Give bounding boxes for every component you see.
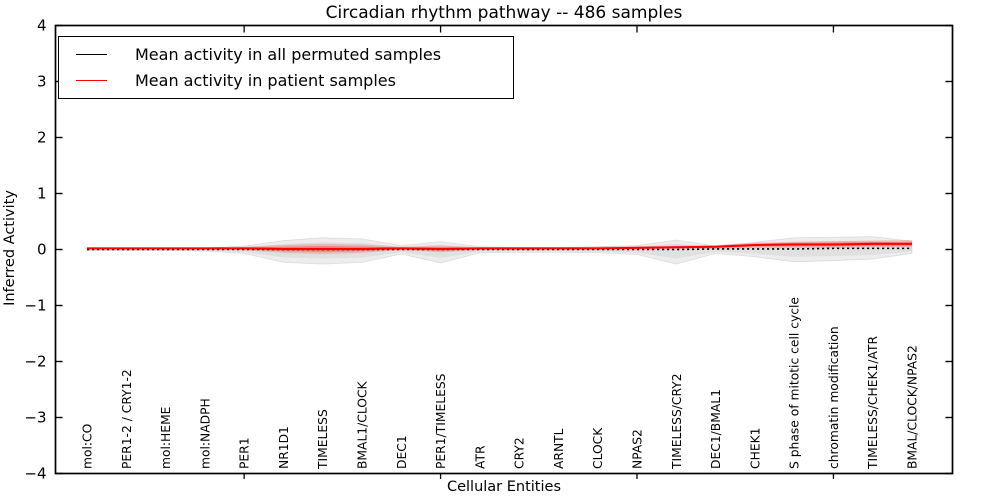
chart-title: Circadian rhythm pathway -- 486 samples <box>325 3 683 23</box>
category-label: chromatin modification <box>827 326 841 469</box>
y-tick-label: 0 <box>37 241 47 259</box>
patient-mean-line <box>87 242 912 250</box>
category-label: CHEK1 <box>748 428 762 470</box>
category-label: CRY2 <box>513 437 527 469</box>
y-tick-label: 2 <box>37 129 47 147</box>
category-label: ATR <box>473 445 487 469</box>
category-label: NPAS2 <box>631 429 645 469</box>
category-label: mol:HEME <box>159 407 173 469</box>
permuted-envelope-inner <box>87 241 912 259</box>
category-label: DEC1 <box>395 435 409 469</box>
permuted-line-swatch <box>76 53 107 55</box>
y-tick-label: 3 <box>37 73 47 91</box>
permuted-envelope-outer <box>86 236 913 265</box>
category-label: TIMELESS/CHEK1/ATR <box>866 336 880 470</box>
category-label: TIMELESS <box>316 409 330 470</box>
category-label: NR1D1 <box>277 426 291 469</box>
category-label: PER1-2 / CRY1-2 <box>120 369 134 469</box>
category-label: mol:CO <box>81 424 95 469</box>
category-label: PER1 <box>238 437 252 469</box>
legend-label-permuted: Mean activity in all permuted samples <box>135 44 442 64</box>
y-tick-label: −1 <box>24 297 46 315</box>
y-tick-label: 4 <box>37 17 47 35</box>
category-label: S phase of mitotic cell cycle <box>788 297 802 469</box>
x-axis-label: Cellular Entities <box>446 479 562 495</box>
patient-envelope-outer <box>87 239 912 254</box>
patient-line-swatch <box>76 80 107 82</box>
y-tick-label: −2 <box>24 353 46 371</box>
category-label: PER1/TIMELESS <box>434 373 448 469</box>
legend-item-permuted: Mean activity in all permuted samples <box>76 44 513 64</box>
y-tick-label: 1 <box>37 185 47 203</box>
category-label: ARNTL <box>552 428 566 469</box>
category-label: DEC1/BMAL1 <box>709 389 723 469</box>
legend: Mean activity in all permuted samples Me… <box>58 36 514 99</box>
legend-label-patient: Mean activity in patient samples <box>135 70 396 90</box>
y-axis-label: Inferred Activity <box>2 190 18 306</box>
y-tick-label: −4 <box>24 465 46 483</box>
category-label: BMAL1/CLOCK <box>356 380 370 469</box>
category-label: mol:NADPH <box>198 398 212 469</box>
y-tick-label: −3 <box>24 409 46 427</box>
category-label: BMAL/CLOCK/NPAS2 <box>906 345 920 469</box>
category-label: CLOCK <box>591 427 605 469</box>
legend-item-patient: Mean activity in patient samples <box>76 72 513 90</box>
category-label: TIMELESS/CRY2 <box>670 373 684 470</box>
